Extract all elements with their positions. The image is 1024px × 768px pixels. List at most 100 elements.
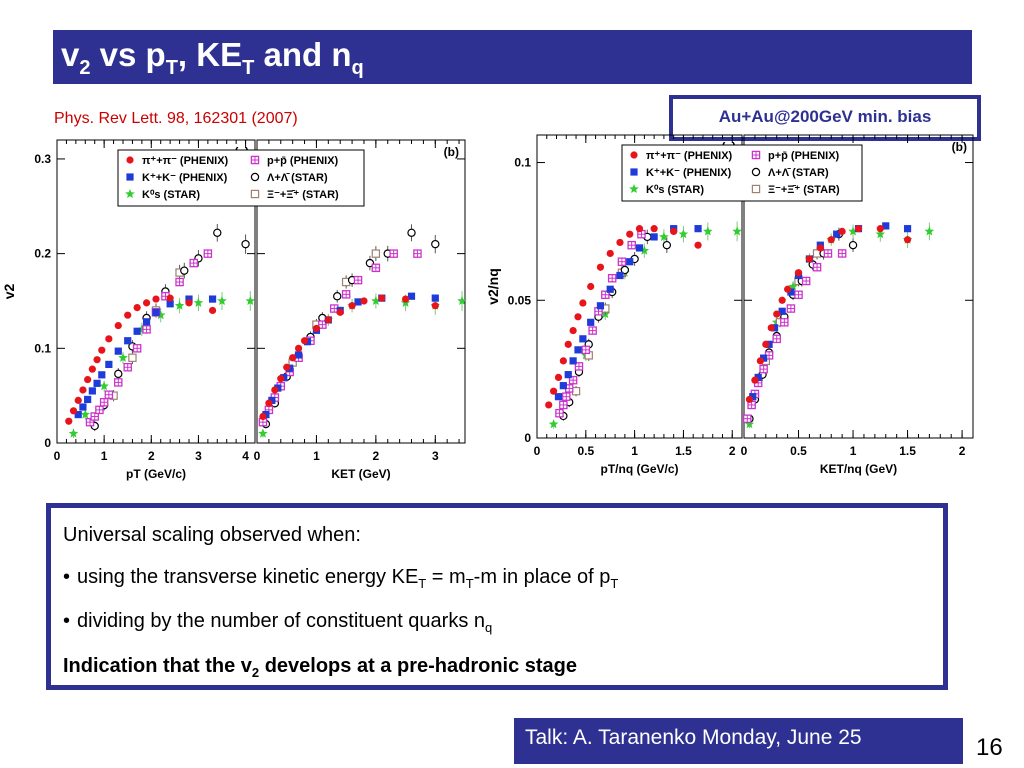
page-number: 16 bbox=[976, 734, 1003, 761]
legend: π⁺+π⁻ (PHENIX) p+p̄ (PHENIX) K⁺+K⁻ (PHENIX… bbox=[621, 144, 863, 202]
pi-point bbox=[745, 395, 754, 404]
kaon-point bbox=[630, 168, 638, 176]
pi-point bbox=[579, 299, 587, 307]
pi-point bbox=[114, 321, 122, 330]
y-tick-label: 0.05 bbox=[508, 293, 532, 307]
summary-heading: Universal scaling observed when: bbox=[63, 524, 361, 547]
pi-point bbox=[596, 263, 605, 271]
legend-label: Λ+Λ̄ (STAR) bbox=[768, 167, 829, 179]
kaon-point bbox=[208, 295, 217, 303]
x-axis-label: pT/nq (GeV/c) bbox=[601, 462, 679, 476]
pi-point bbox=[126, 156, 134, 164]
pi-point bbox=[79, 386, 87, 394]
legend-label: p+p̄ (PHENIX) bbox=[267, 155, 339, 167]
legend-label: p+p̄ (PHENIX) bbox=[768, 150, 840, 162]
x-tick-label: 0 bbox=[54, 449, 61, 463]
pi-point bbox=[670, 227, 678, 236]
legend-label: Ξ⁻+Ξ̄⁺ (STAR) bbox=[267, 189, 339, 201]
plot-frame bbox=[56, 139, 256, 444]
lambda-point bbox=[431, 239, 440, 249]
pi-point bbox=[98, 346, 106, 354]
pi-point bbox=[312, 324, 321, 333]
kaon-point bbox=[133, 327, 141, 335]
kaon-point bbox=[142, 318, 151, 326]
x-tick-label: 1.5 bbox=[899, 444, 916, 458]
kaon-point bbox=[84, 395, 92, 404]
title-sub: T bbox=[242, 57, 255, 79]
x-tick-label: 0 bbox=[741, 444, 748, 458]
x-tick-label: 4 bbox=[242, 449, 249, 463]
lambda-point bbox=[662, 240, 672, 250]
kaon-point bbox=[579, 335, 587, 343]
pi-point bbox=[630, 151, 638, 159]
legend: π⁺+π⁻ (PHENIX) p+p̄ (PHENIX) K⁺+K⁻ (PHENIX… bbox=[117, 149, 365, 207]
kaon-point bbox=[569, 357, 577, 365]
x-tick-label: 0 bbox=[534, 444, 541, 458]
kaon-point bbox=[882, 222, 890, 230]
plot-frame bbox=[743, 134, 974, 439]
kshort-point bbox=[156, 310, 166, 320]
pi-point bbox=[65, 417, 73, 425]
talk-banner: Talk: A. Taranenko Monday, June 25 bbox=[514, 718, 963, 764]
kaon-point bbox=[749, 393, 757, 401]
pi-point bbox=[773, 310, 781, 318]
x-tick-label: 1 bbox=[101, 449, 108, 463]
x-tick-label: 2 bbox=[959, 444, 966, 458]
kaon-point bbox=[152, 308, 160, 316]
pi-point bbox=[124, 311, 132, 319]
x-axis-label: KET/nq (GeV) bbox=[820, 462, 897, 476]
bullet-text: -m in place of p bbox=[473, 566, 611, 588]
pi-point bbox=[324, 316, 332, 324]
conclusion-text: Indication that the v bbox=[63, 655, 252, 677]
kaon-point bbox=[124, 337, 132, 345]
pi-point bbox=[378, 294, 386, 302]
lambda-point bbox=[213, 228, 222, 237]
title-part: v bbox=[61, 36, 80, 73]
pi-point bbox=[854, 225, 863, 233]
pi-point bbox=[559, 357, 567, 365]
xi-point bbox=[751, 184, 761, 194]
kshort-point bbox=[371, 296, 381, 305]
pi-point bbox=[574, 313, 582, 321]
kaon-point bbox=[587, 318, 595, 326]
legend-label: K⁰s (STAR) bbox=[142, 189, 200, 201]
kshort-point bbox=[217, 296, 227, 305]
summary-box: Universal scaling observed when: • using … bbox=[46, 503, 948, 690]
plot-frame bbox=[536, 134, 743, 439]
lambda-point bbox=[180, 266, 189, 275]
lambda-point bbox=[620, 265, 630, 275]
kaon-point bbox=[787, 288, 795, 296]
kshort-point bbox=[245, 296, 255, 305]
xi-point bbox=[250, 189, 260, 199]
x-axis-label: pT (GeV/c) bbox=[126, 467, 186, 481]
y-axis-label: v2 bbox=[1, 284, 17, 300]
panel-label: (b) bbox=[444, 145, 459, 159]
kaon-point bbox=[166, 300, 174, 308]
pi-point bbox=[300, 337, 309, 345]
title-part: and n bbox=[254, 36, 352, 73]
kshort-point bbox=[193, 297, 204, 307]
kaon-point bbox=[694, 225, 702, 233]
summary-bullet-1: • using the transverse kinetic energy KET… bbox=[63, 566, 618, 591]
pi-point bbox=[74, 396, 82, 404]
bullet-dot: • bbox=[63, 566, 71, 588]
y-tick-label: 0.3 bbox=[34, 152, 51, 166]
pi-point bbox=[401, 295, 410, 303]
pi-point bbox=[208, 306, 217, 315]
kaon-point bbox=[606, 285, 614, 293]
kshort-point bbox=[125, 189, 135, 198]
kaon-point bbox=[650, 233, 658, 241]
panel-b: 0 0.5 1 1.5 2 (b) KET/nq (GeV) bbox=[741, 134, 974, 476]
kaon-point bbox=[407, 292, 416, 300]
kshort-point bbox=[137, 324, 147, 334]
pi-point bbox=[784, 285, 792, 293]
pi-point bbox=[569, 326, 577, 335]
citation: Phys. Rev Lett. 98, 162301 (2007) bbox=[54, 110, 298, 127]
pi-point bbox=[289, 354, 297, 362]
pi-point bbox=[767, 324, 775, 332]
pi-point bbox=[838, 227, 846, 236]
kshort-point bbox=[118, 352, 128, 362]
pi-point bbox=[88, 365, 96, 373]
